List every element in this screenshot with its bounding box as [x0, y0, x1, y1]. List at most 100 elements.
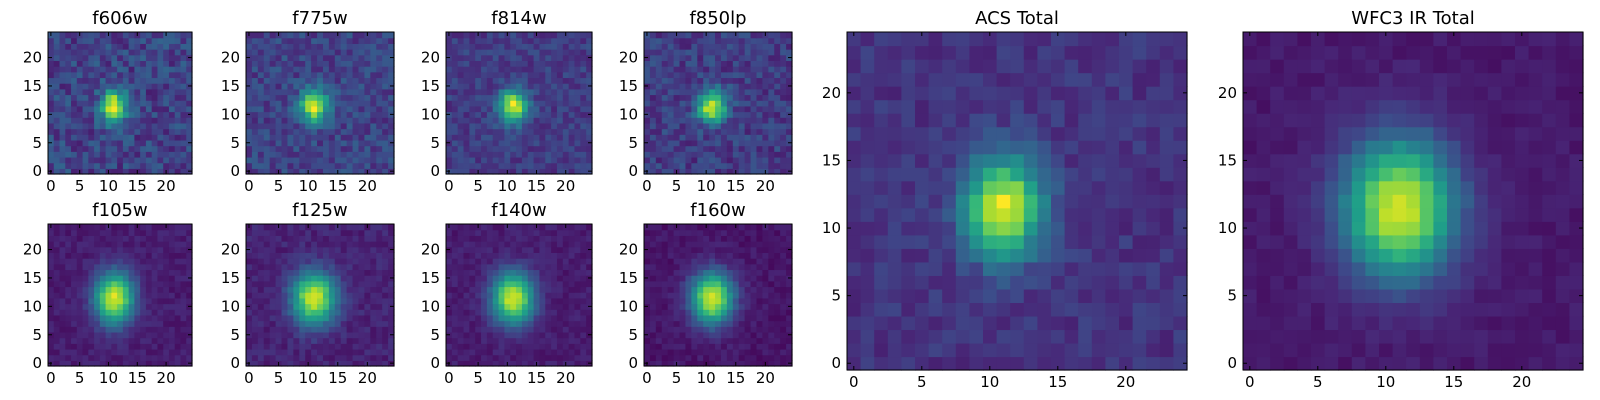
heatmap-cell	[180, 139, 187, 147]
heatmap-cell	[322, 360, 330, 367]
heatmap-cell	[140, 320, 147, 327]
heatmap-cell	[744, 360, 752, 367]
heatmap-cell	[498, 145, 505, 152]
heatmap-cell	[145, 360, 153, 367]
heatmap-cell	[492, 280, 500, 288]
heatmap-cell	[667, 337, 675, 344]
heatmap-cell	[510, 66, 517, 73]
heatmap-cell	[715, 348, 722, 356]
heatmap-cell	[691, 43, 698, 50]
x-tick-label: 0	[46, 177, 56, 195]
heatmap-cell	[498, 360, 505, 367]
heatmap-cell	[299, 60, 306, 67]
heatmap-cell	[53, 168, 61, 175]
heatmap-cell	[463, 337, 470, 344]
heatmap-cell	[65, 139, 72, 147]
heatmap-cell	[99, 263, 107, 271]
heatmap-cell	[99, 286, 107, 293]
heatmap-cell	[334, 105, 342, 113]
heatmap-cell	[780, 168, 787, 175]
heatmap-cell	[762, 348, 769, 356]
heatmap-cell	[105, 246, 112, 253]
x-tick-label: 15	[527, 177, 546, 195]
heatmap-cell	[388, 122, 395, 130]
heatmap-cell	[586, 77, 593, 84]
heatmap-cell	[457, 275, 465, 282]
heatmap-cell	[463, 111, 470, 118]
heatmap-cell	[498, 71, 505, 79]
heatmap-cell	[293, 241, 300, 248]
heatmap-cell	[328, 43, 336, 50]
heatmap-cell	[269, 168, 277, 175]
heatmap-cell	[516, 286, 523, 293]
heatmap-cell	[140, 337, 147, 344]
heatmap-cell	[732, 337, 740, 344]
heatmap-cell	[180, 314, 187, 322]
heatmap-cell	[516, 94, 523, 101]
heatmap-cell	[768, 145, 775, 152]
heatmap-cell	[364, 343, 371, 350]
heatmap-cell	[786, 49, 793, 56]
heatmap-cell	[475, 134, 482, 141]
heatmap-cell	[574, 117, 581, 124]
heatmap-cell	[481, 246, 488, 253]
heatmap-cell	[111, 286, 118, 293]
heatmap-cell	[655, 54, 663, 61]
heatmap-cell	[257, 54, 265, 61]
heatmap-cell	[691, 139, 698, 147]
heatmap-cell	[720, 117, 728, 124]
heatmap-cell	[691, 354, 698, 361]
heatmap-cell	[59, 156, 66, 164]
heatmap-cell	[180, 77, 187, 84]
heatmap-cell	[94, 343, 101, 350]
heatmap-cell	[257, 348, 265, 356]
heatmap-cell	[481, 100, 488, 107]
heatmap-cell	[673, 60, 681, 67]
heatmap-cell	[293, 275, 300, 282]
heatmap-cell	[516, 326, 523, 333]
heatmap-cell	[48, 37, 55, 44]
heatmap-cell	[521, 224, 529, 231]
heatmap-cell	[463, 83, 470, 90]
heatmap-cell	[71, 37, 78, 44]
heatmap-cell	[293, 303, 300, 310]
heatmap-cell	[521, 292, 529, 299]
heatmap-cell	[481, 258, 488, 265]
heatmap-cell	[786, 66, 793, 73]
heatmap-cell	[726, 60, 734, 67]
heatmap-cell	[322, 246, 330, 253]
heatmap-cell	[111, 263, 118, 271]
heatmap-cell	[334, 156, 342, 164]
heatmap-cell	[311, 314, 318, 322]
heatmap-cell	[527, 156, 535, 164]
heatmap-cell	[111, 320, 118, 327]
heatmap-cell	[186, 128, 193, 135]
heatmap-cell	[551, 286, 558, 293]
heatmap-cell	[533, 326, 541, 333]
heatmap-cell	[580, 128, 587, 135]
heatmap-cell	[492, 77, 500, 84]
heatmap-cell	[463, 88, 470, 96]
heatmap-cell	[510, 32, 517, 39]
heatmap-cell	[299, 263, 306, 271]
heatmap-cell	[709, 343, 716, 350]
heatmap-cell	[281, 292, 289, 299]
heatmap-cell	[257, 235, 265, 242]
heatmap-cell	[504, 100, 511, 107]
heatmap-cell	[151, 32, 159, 39]
heatmap-cell	[287, 54, 294, 61]
heatmap-cell	[117, 94, 124, 101]
heatmap-cell	[65, 156, 72, 164]
heatmap-cell	[257, 94, 265, 101]
heatmap-cell	[281, 145, 289, 152]
heatmap-cell	[317, 337, 324, 344]
heatmap-cell	[556, 309, 564, 316]
heatmap-cell	[556, 286, 564, 293]
heatmap-cell	[299, 241, 306, 248]
heatmap-cell	[174, 139, 182, 147]
heatmap-cell	[562, 134, 570, 141]
heatmap-cell	[257, 229, 265, 236]
heatmap-cell	[469, 269, 476, 276]
heatmap-cell	[521, 105, 529, 113]
x-tick-label: 0	[444, 177, 454, 195]
